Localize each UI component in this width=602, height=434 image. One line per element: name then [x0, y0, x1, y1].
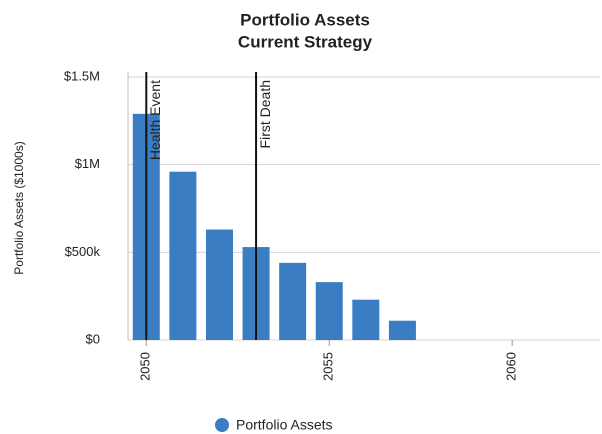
- y-tick-label: $0: [86, 331, 100, 346]
- bar: [205, 229, 233, 340]
- y-axis-label: Portfolio Assets ($1000s): [12, 141, 26, 274]
- legend-marker: [215, 418, 229, 432]
- bar: [279, 262, 307, 340]
- annotation-label: First Death: [257, 80, 273, 148]
- y-tick-label: $1M: [75, 156, 100, 171]
- chart-subtitle: Current Strategy: [238, 32, 373, 51]
- y-tick-label: $1.5M: [64, 68, 100, 83]
- bar: [388, 320, 416, 340]
- x-tick-label: 2055: [321, 352, 336, 381]
- bar: [352, 299, 380, 340]
- y-tick-label: $500k: [65, 244, 101, 259]
- bar: [169, 171, 197, 340]
- legend-label: Portfolio Assets: [236, 417, 333, 433]
- chart-title: Portfolio Assets: [240, 10, 370, 29]
- x-tick-label: 2060: [504, 352, 519, 381]
- bar: [315, 282, 343, 340]
- x-tick-label: 2050: [138, 352, 153, 381]
- annotation-label: Health Event: [147, 80, 163, 160]
